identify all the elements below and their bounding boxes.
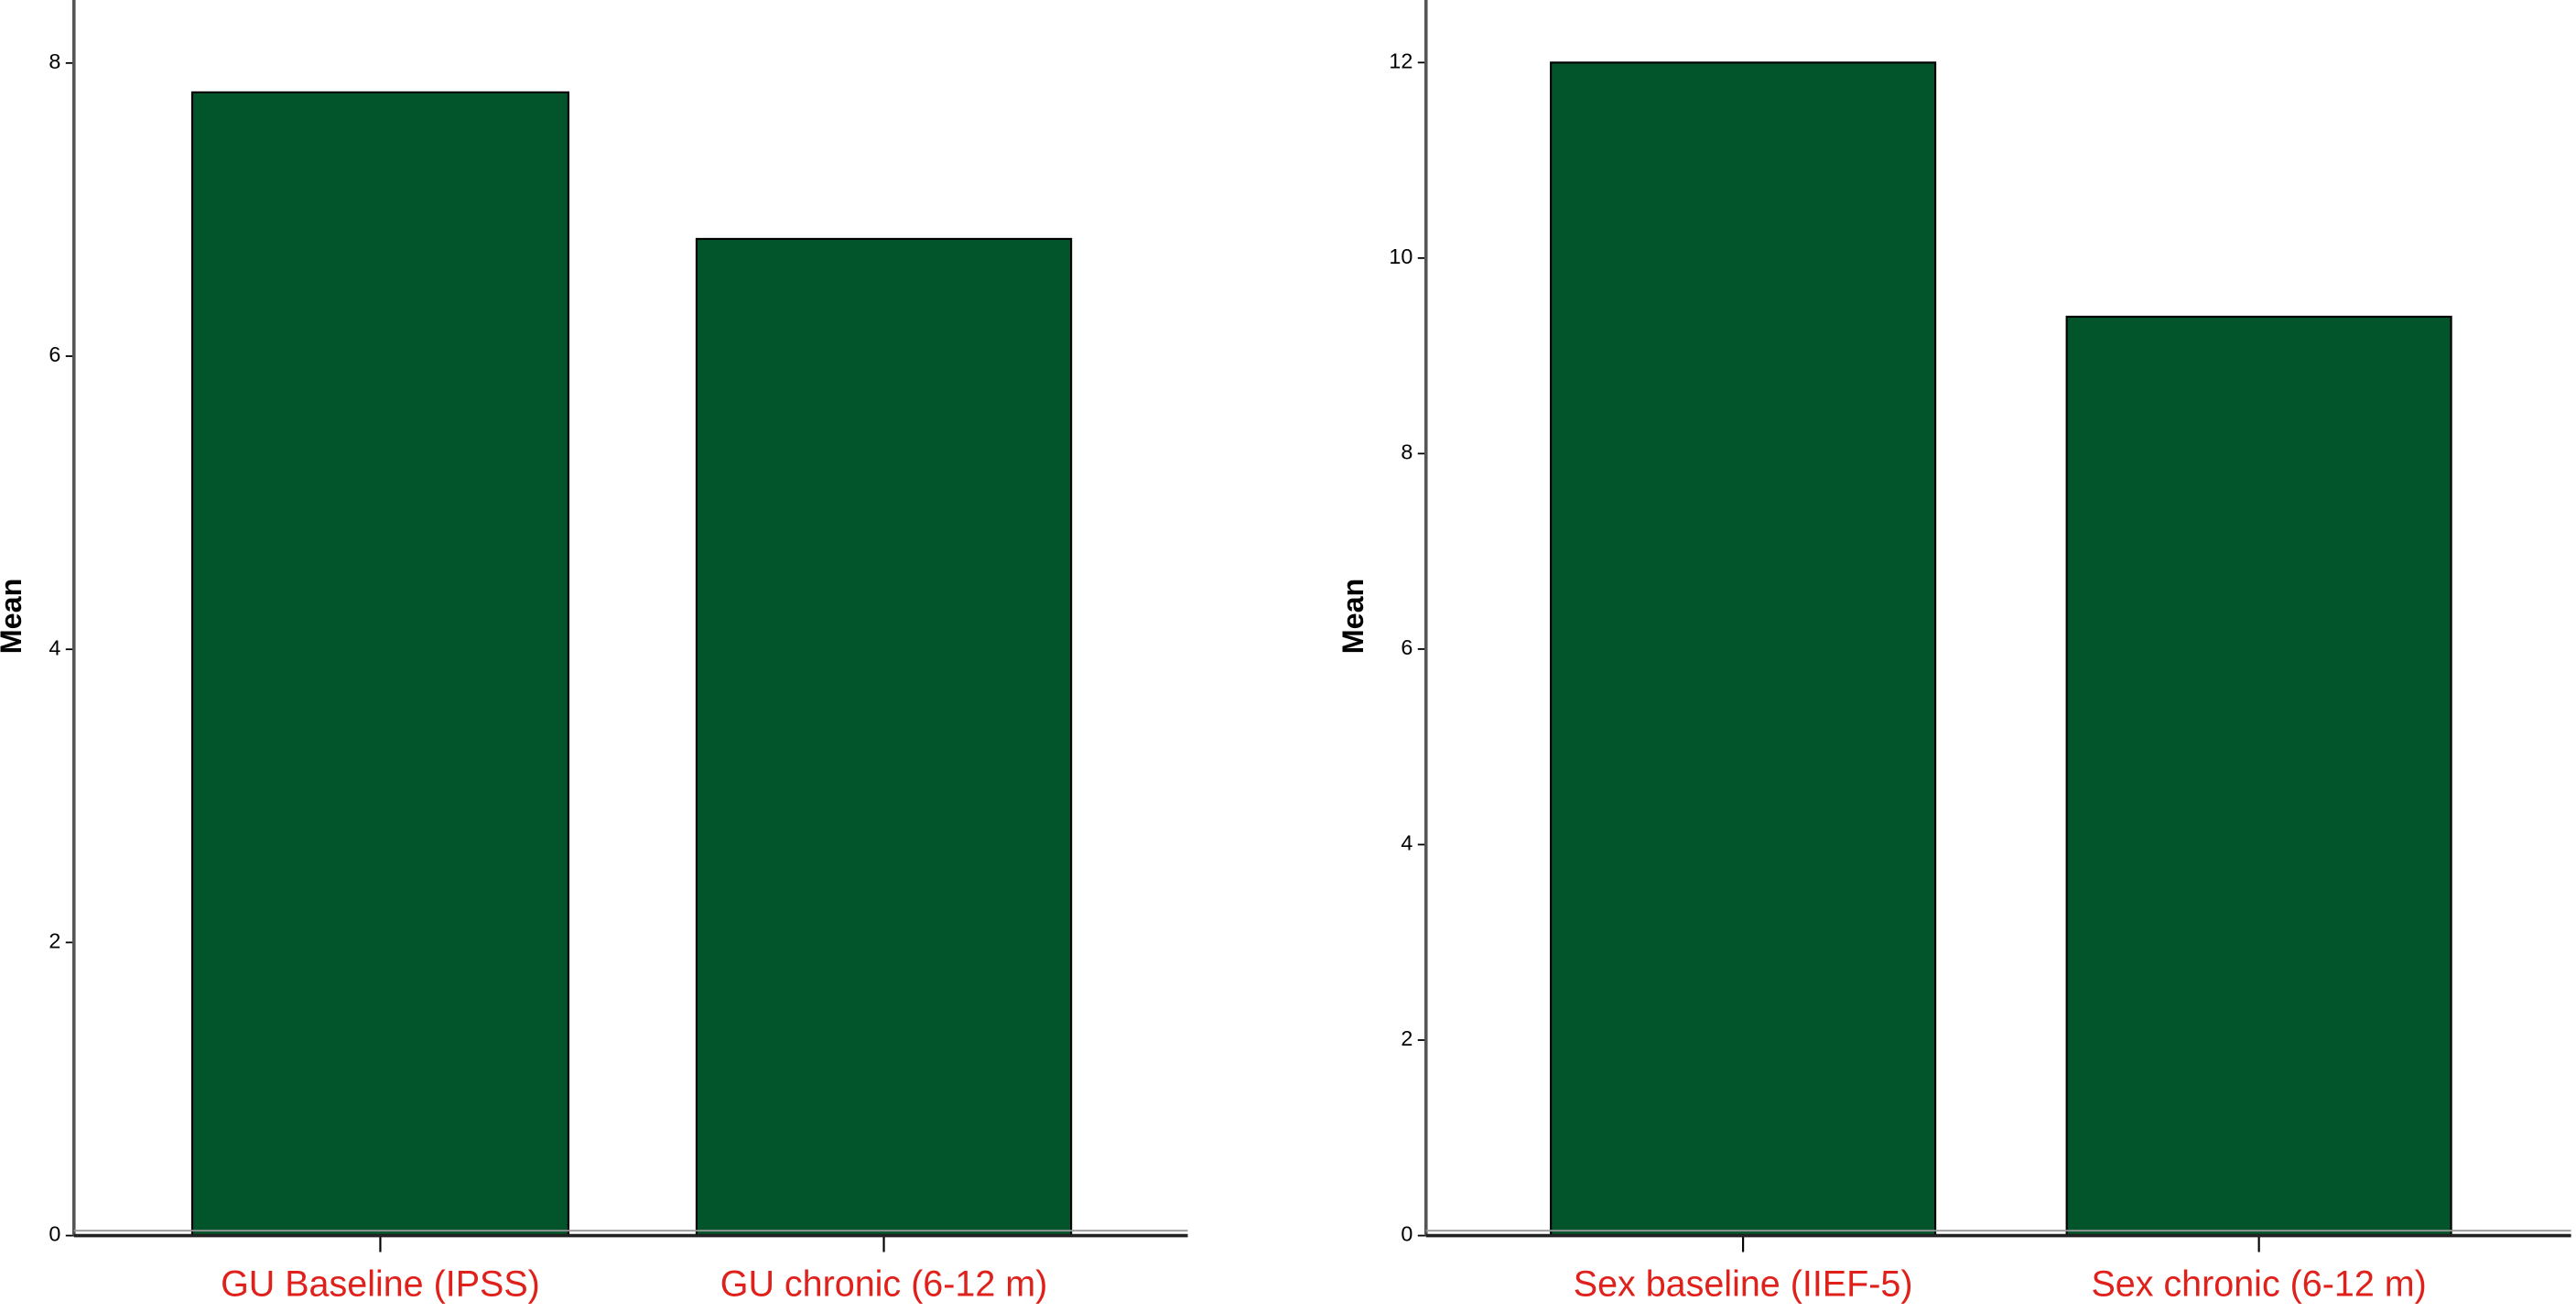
y-tick-label: 2 [1401,1026,1412,1050]
y-tick-label: 6 [49,342,60,366]
y-tick-label: 2 [49,929,60,953]
y-tick-label: 12 [1389,49,1412,72]
x-tick-label: Sex chronic (6-12 m) [2091,1264,2426,1305]
y-axis-label: Mean [0,579,27,655]
bar [1550,61,1937,1237]
y-tick-label: 6 [1401,635,1412,659]
y-tick-label: 4 [1401,831,1412,855]
y-axis-label: Mean [1337,579,1369,655]
bar [695,237,1073,1237]
y-tick-label: 8 [1401,440,1412,464]
y-tick-label: 8 [49,49,60,73]
bar [2065,315,2452,1237]
y-tick-label: 4 [49,635,60,659]
y-tick-label: 0 [1401,1222,1412,1246]
x-tick-label: GU Baseline (IPSS) [221,1264,540,1305]
x-tick-label: GU chronic (6-12 m) [720,1264,1048,1305]
x-tick-label: Sex baseline (IIEF-5) [1574,1264,1913,1305]
y-tick-label: 0 [49,1222,60,1246]
bar [190,91,570,1237]
y-tick-label: 10 [1389,244,1412,268]
